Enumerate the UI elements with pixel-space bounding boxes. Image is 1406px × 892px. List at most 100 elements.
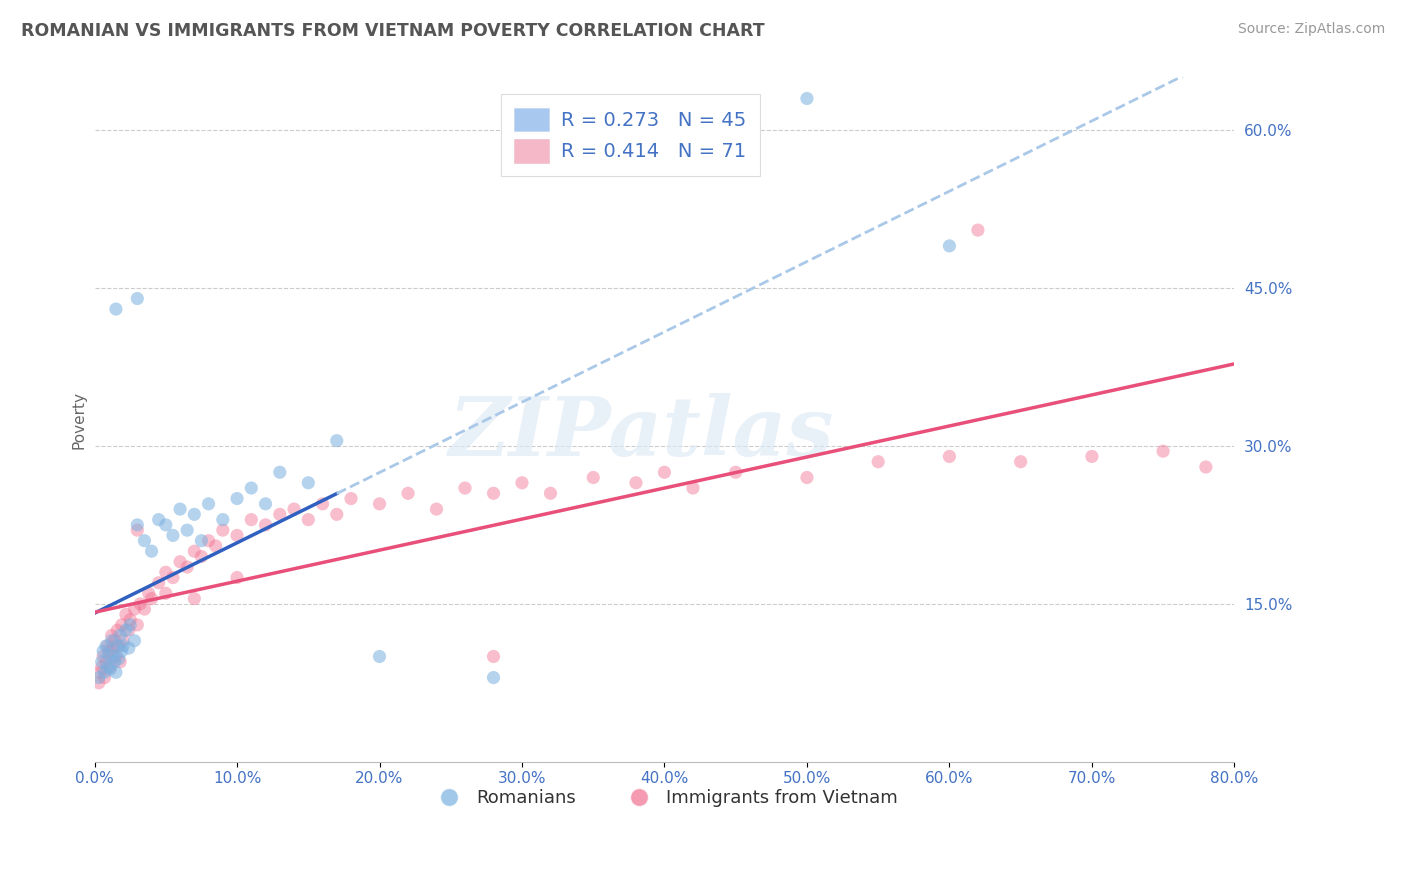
Point [967,223,990,237]
Point [1010,455,1032,469]
Point [368,497,391,511]
Point [269,465,291,479]
Point [226,570,249,584]
Point [1152,444,1174,458]
Point [93,671,115,685]
Point [1195,460,1218,475]
Point [796,91,818,105]
Point [129,597,152,611]
Point [169,502,191,516]
Point [91,649,114,664]
Point [127,523,149,537]
Point [107,639,129,653]
Point [482,671,505,685]
Point [204,539,226,553]
Point [211,513,233,527]
Point [326,434,349,448]
Point [141,544,163,558]
Point [111,618,134,632]
Point [169,555,191,569]
Point [425,502,447,516]
Point [654,465,676,479]
Text: Source: ZipAtlas.com: Source: ZipAtlas.com [1237,22,1385,37]
Point [118,623,141,637]
Point [297,475,319,490]
Point [311,497,333,511]
Point [1081,450,1104,464]
Point [269,508,291,522]
Point [87,671,110,685]
Point [226,528,249,542]
Point [197,533,219,548]
Point [155,566,177,580]
Point [183,591,205,606]
Point [118,641,141,656]
Point [101,649,124,664]
Point [124,633,146,648]
Point [482,486,505,500]
Point [138,586,160,600]
Point [162,528,184,542]
Point [103,655,125,669]
Point [91,644,114,658]
Point [89,665,111,680]
Point [176,560,198,574]
Point [326,508,349,522]
Point [97,648,120,662]
Point [162,570,184,584]
Point [94,655,117,669]
Point [482,649,505,664]
Point [254,497,277,511]
Point [155,586,177,600]
Point [226,491,249,506]
Text: ZIPatlas: ZIPatlas [449,393,834,474]
Point [190,533,212,548]
Point [283,502,305,516]
Point [101,641,124,656]
Point [240,513,263,527]
Point [240,481,263,495]
Point [87,675,110,690]
Point [141,591,163,606]
Point [97,644,120,658]
Point [211,523,233,537]
Point [96,639,118,653]
Point [115,623,138,637]
Y-axis label: Poverty: Poverty [72,391,86,449]
Point [115,607,138,622]
Point [868,455,890,469]
Point [96,660,118,674]
Point [94,639,117,653]
Point [127,292,149,306]
Point [107,651,129,665]
Point [454,481,477,495]
Point [724,465,747,479]
Point [104,665,127,680]
Point [148,513,170,527]
Point [134,602,156,616]
Point [510,475,533,490]
Point [396,486,419,500]
Point [100,633,122,648]
Point [254,517,277,532]
Point [197,497,219,511]
Point [103,633,125,648]
Point [134,533,156,548]
Point [93,665,115,680]
Point [120,613,142,627]
Point [155,517,177,532]
Point [104,649,127,664]
Point [127,517,149,532]
Point [624,475,647,490]
Point [682,481,704,495]
Point [98,662,121,676]
Point [90,655,112,669]
Point [112,639,135,653]
Point [297,513,319,527]
Point [183,508,205,522]
Point [100,628,122,642]
Point [124,602,146,616]
Point [190,549,212,564]
Point [938,239,960,253]
Point [340,491,363,506]
